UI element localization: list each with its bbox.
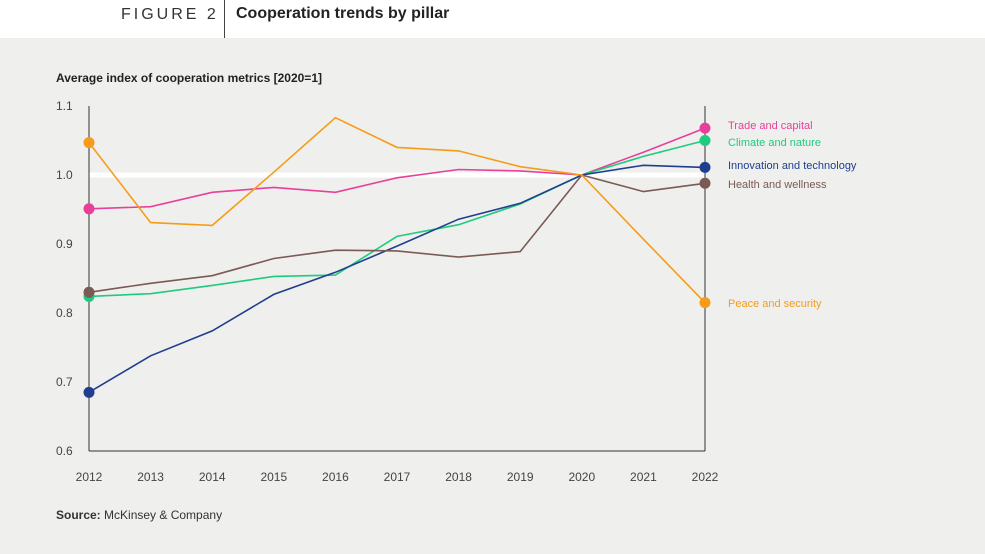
x-tick-label: 2019 (507, 470, 534, 484)
x-tick-label: 2018 (445, 470, 472, 484)
x-tick-label: 2015 (260, 470, 287, 484)
x-tick-label: 2014 (199, 470, 226, 484)
x-tick-label: 2013 (137, 470, 164, 484)
series-start-point (83, 286, 95, 298)
series-label: Trade and capital (728, 120, 813, 132)
series-end-point (699, 297, 711, 309)
series-start-point (83, 386, 95, 398)
x-tick-label: 2012 (76, 470, 103, 484)
figure-title: Cooperation trends by pillar (236, 5, 450, 22)
x-tick-label: 2020 (568, 470, 595, 484)
series-label: Peace and security (728, 298, 822, 310)
series-line-innovation-and-technology (88, 164, 706, 393)
y-axis-label: Average index of cooperation metrics [20… (56, 71, 322, 85)
series-line-climate-and-nature (88, 139, 706, 298)
series-end-point (699, 161, 711, 173)
y-tick-label: 0.8 (56, 306, 73, 320)
series-end-point (699, 122, 711, 134)
y-tick-label: 1.0 (56, 168, 73, 182)
series-label: Innovation and technology (728, 160, 857, 172)
y-tick-label: 0.9 (56, 237, 73, 251)
series-line-trade-and-capital (88, 127, 706, 210)
y-tick-label: 1.1 (56, 99, 73, 113)
series-end-point (699, 135, 711, 146)
series-line-peace-and-security (88, 116, 706, 304)
source-note: Source: McKinsey & Company (56, 508, 222, 522)
series-label: Health and wellness (728, 179, 827, 191)
x-tick-label: 2021 (630, 470, 657, 484)
header-divider (224, 0, 225, 38)
y-tick-label: 0.6 (56, 444, 73, 458)
source-prefix: Source: (56, 508, 101, 522)
series-label: Climate and nature (728, 137, 821, 149)
series-line-health-and-wellness (88, 174, 706, 294)
y-tick-label: 0.7 (56, 375, 73, 389)
series-end-point (699, 177, 711, 189)
source-text: McKinsey & Company (104, 508, 223, 522)
figure-header: FIGURE 2 Cooperation trends by pillar (0, 0, 985, 38)
series-start-point (83, 137, 95, 149)
series-start-point (83, 203, 95, 215)
chart-panel (0, 38, 985, 554)
x-tick-label: 2022 (692, 470, 719, 484)
figure-label: FIGURE 2 (121, 6, 219, 23)
x-tick-label: 2016 (322, 470, 349, 484)
x-tick-label: 2017 (384, 470, 411, 484)
